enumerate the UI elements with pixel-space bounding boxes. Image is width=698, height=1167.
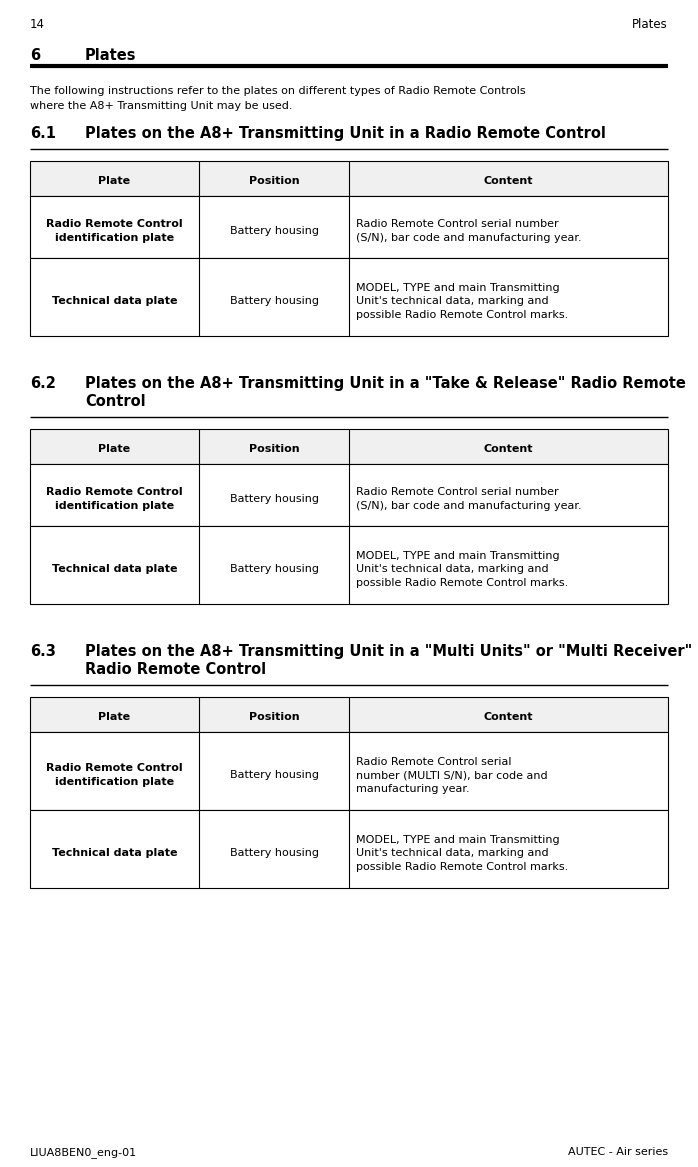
- Text: Position: Position: [248, 712, 299, 721]
- Text: Plate: Plate: [98, 175, 131, 186]
- Text: number (MULTI S/N), bar code and: number (MULTI S/N), bar code and: [356, 770, 548, 780]
- Text: possible Radio Remote Control marks.: possible Radio Remote Control marks.: [356, 578, 568, 587]
- Text: identification plate: identification plate: [55, 232, 174, 243]
- Text: Radio Remote Control serial number: Radio Remote Control serial number: [356, 488, 558, 497]
- Text: Plates: Plates: [632, 18, 668, 32]
- Text: Unit's technical data, marking and: Unit's technical data, marking and: [356, 564, 549, 574]
- Bar: [30, 464, 668, 526]
- Text: Battery housing: Battery housing: [230, 770, 318, 780]
- Text: 6.1: 6.1: [30, 126, 56, 141]
- Text: identification plate: identification plate: [55, 501, 174, 511]
- Text: Technical data plate: Technical data plate: [52, 848, 177, 858]
- Bar: [30, 810, 668, 888]
- Bar: [30, 732, 668, 810]
- Text: Technical data plate: Technical data plate: [52, 564, 177, 574]
- Text: 6: 6: [30, 48, 40, 63]
- Text: possible Radio Remote Control marks.: possible Radio Remote Control marks.: [356, 861, 568, 872]
- Text: Battery housing: Battery housing: [230, 564, 318, 574]
- Text: MODEL, TYPE and main Transmitting: MODEL, TYPE and main Transmitting: [356, 551, 560, 560]
- Text: Radio Remote Control: Radio Remote Control: [85, 662, 266, 677]
- Text: Battery housing: Battery housing: [230, 848, 318, 858]
- Text: Control: Control: [85, 394, 146, 408]
- Text: Battery housing: Battery housing: [230, 226, 318, 236]
- Text: Radio Remote Control: Radio Remote Control: [46, 219, 183, 229]
- Bar: [30, 258, 668, 336]
- Text: Plates on the A8+ Transmitting Unit in a "Take & Release" Radio Remote: Plates on the A8+ Transmitting Unit in a…: [85, 376, 686, 391]
- Text: MODEL, TYPE and main Transmitting: MODEL, TYPE and main Transmitting: [356, 834, 560, 845]
- Text: (S/N), bar code and manufacturing year.: (S/N), bar code and manufacturing year.: [356, 232, 581, 243]
- Text: Position: Position: [248, 443, 299, 454]
- Text: Technical data plate: Technical data plate: [52, 296, 177, 306]
- Text: MODEL, TYPE and main Transmitting: MODEL, TYPE and main Transmitting: [356, 282, 560, 293]
- Bar: [30, 697, 668, 732]
- Text: Position: Position: [248, 175, 299, 186]
- Bar: [30, 196, 668, 258]
- Bar: [30, 161, 668, 196]
- Text: Plates on the A8+ Transmitting Unit in a "Multi Units" or "Multi Receiver": Plates on the A8+ Transmitting Unit in a…: [85, 644, 692, 659]
- Bar: [30, 526, 668, 605]
- Bar: [30, 429, 668, 464]
- Text: 6.3: 6.3: [30, 644, 56, 659]
- Text: LIUA8BEN0_eng-01: LIUA8BEN0_eng-01: [30, 1147, 137, 1158]
- Text: Content: Content: [484, 175, 533, 186]
- Text: Battery housing: Battery housing: [230, 296, 318, 306]
- Text: The following instructions refer to the plates on different types of Radio Remot: The following instructions refer to the …: [30, 86, 526, 96]
- Text: (S/N), bar code and manufacturing year.: (S/N), bar code and manufacturing year.: [356, 501, 581, 511]
- Text: Plate: Plate: [98, 712, 131, 721]
- Text: Radio Remote Control serial number: Radio Remote Control serial number: [356, 219, 558, 229]
- Text: Plates: Plates: [85, 48, 137, 63]
- Text: possible Radio Remote Control marks.: possible Radio Remote Control marks.: [356, 309, 568, 320]
- Text: Plate: Plate: [98, 443, 131, 454]
- Text: Battery housing: Battery housing: [230, 494, 318, 504]
- Text: Content: Content: [484, 712, 533, 721]
- Text: Radio Remote Control: Radio Remote Control: [46, 763, 183, 774]
- Text: where the A8+ Transmitting Unit may be used.: where the A8+ Transmitting Unit may be u…: [30, 102, 292, 111]
- Text: Radio Remote Control serial: Radio Remote Control serial: [356, 756, 512, 767]
- Text: identification plate: identification plate: [55, 777, 174, 787]
- Text: Unit's technical data, marking and: Unit's technical data, marking and: [356, 296, 549, 306]
- Text: Plates on the A8+ Transmitting Unit in a Radio Remote Control: Plates on the A8+ Transmitting Unit in a…: [85, 126, 606, 141]
- Text: Content: Content: [484, 443, 533, 454]
- Text: 6.2: 6.2: [30, 376, 56, 391]
- Text: AUTEC - Air series: AUTEC - Air series: [568, 1147, 668, 1156]
- Text: Unit's technical data, marking and: Unit's technical data, marking and: [356, 848, 549, 858]
- Text: manufacturing year.: manufacturing year.: [356, 783, 470, 794]
- Text: Radio Remote Control: Radio Remote Control: [46, 488, 183, 497]
- Text: 14: 14: [30, 18, 45, 32]
